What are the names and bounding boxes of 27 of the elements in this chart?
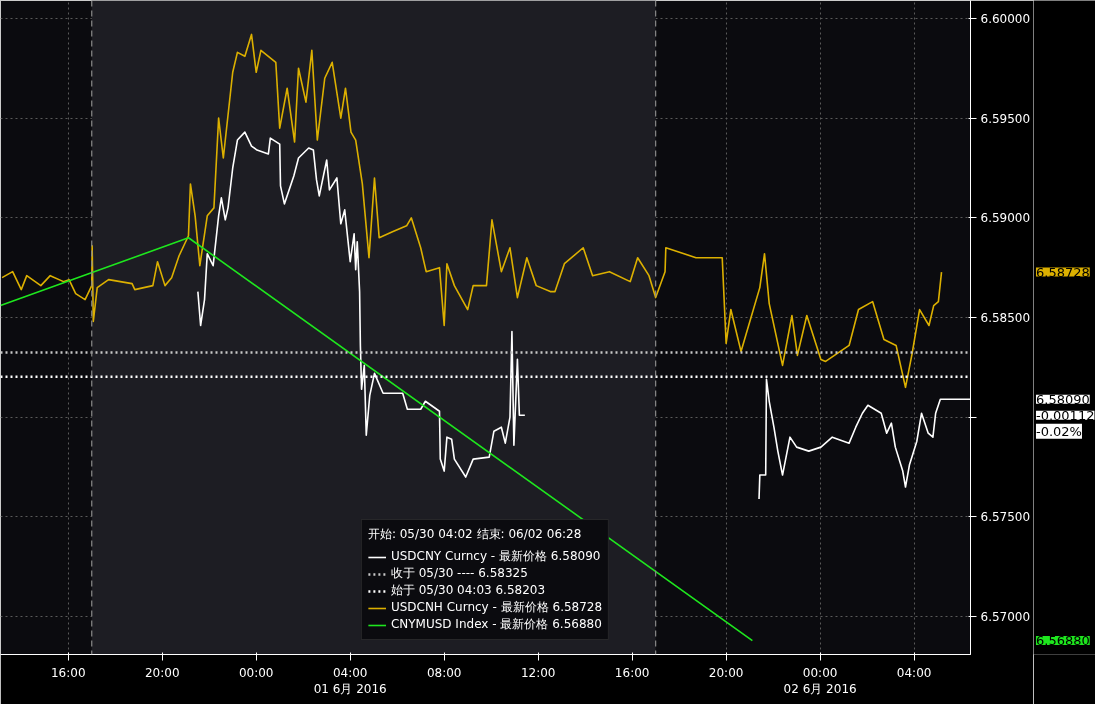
text: -0.02% (1035, 423, 1082, 439)
y-tick-label: 6.57500 (980, 510, 1031, 525)
text: 6.58728 (1035, 264, 1090, 280)
y-tick-label: 6.60000 (980, 11, 1031, 26)
y-tick-label: 6.59000 (980, 211, 1031, 226)
text: -0.00112 (1035, 407, 1095, 423)
legend-label: 收于 05/30 ---- 6.58325 (390, 565, 528, 582)
legend-label: CNYMUSD Index - 最新价格 6.56880 (390, 616, 602, 633)
legend-label: USDCNH Curncy - 最新价格 6.58728 (390, 599, 603, 616)
legend-label: USDCNY Curncy - 最新价格 6.58090 (390, 548, 601, 565)
x-tick-label: 16:00 (50, 665, 86, 680)
text: 6.58090 (1035, 391, 1090, 407)
y-tick-label: 6.57000 (980, 610, 1031, 625)
x-tick-label: 12:00 (520, 665, 556, 680)
y-tick-label: 6.59500 (980, 111, 1031, 126)
x-tick-label: 00:00 (238, 665, 274, 680)
x-tick-label: 04:00 01 6月 2016 (313, 665, 387, 697)
x-tick-label: 00:00 02 6月 2016 (783, 665, 857, 697)
x-tick-label: 20:00 (144, 665, 180, 680)
text: 6.56880 (1035, 633, 1090, 649)
legend-label: 始于 05/30 04:03 6.58203 (390, 582, 546, 599)
x-tick-label: 04:00 (896, 665, 932, 680)
x-tick-label: 16:00 (614, 665, 650, 680)
x-tick-label: 08:00 (426, 665, 462, 680)
x-tick-label: 20:00 (708, 665, 744, 680)
legend-title: 开始: 05/30 04:02 结束: 06/02 06:28 (367, 526, 583, 543)
y-tick-label: 6.58500 (980, 311, 1031, 326)
